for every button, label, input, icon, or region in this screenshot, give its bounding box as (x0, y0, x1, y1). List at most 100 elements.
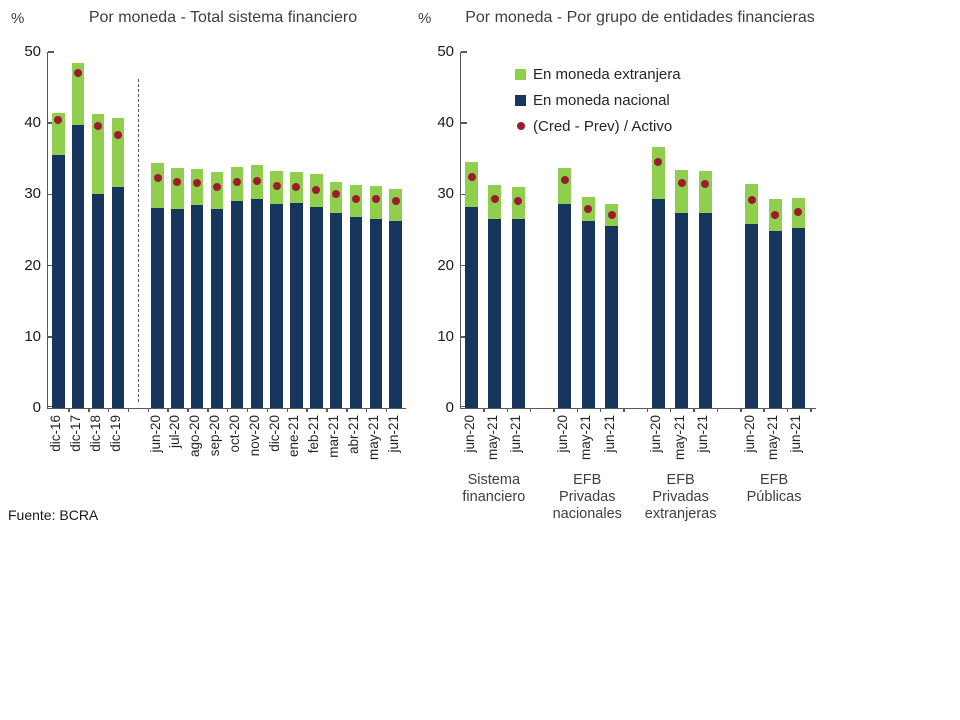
x-tick-label: may-21 (671, 415, 687, 461)
x-tick-label: may-21 (484, 415, 500, 461)
y-axis-tick (48, 264, 54, 267)
cred-prev-activo-dot (332, 190, 341, 199)
x-axis-tick (623, 408, 625, 412)
x-tick-label: jun-20 (554, 415, 570, 453)
y-tick-label: 40 (24, 114, 41, 132)
bar-segment-national (349, 217, 363, 408)
x-axis-tick (669, 408, 672, 412)
x-axis-tick (646, 408, 649, 412)
left-plot-area: dic-16 dic-17 dic-18 dic-19 jun-20 jul-20 ago-… (47, 51, 406, 460)
cred-prev-activo-dot (193, 179, 202, 188)
legend-item-cred-prev-activo: (Cred - Prev) / Activo (515, 113, 681, 139)
x-tick-label: dic-18 (87, 415, 103, 452)
bar-segment-foreign (558, 168, 572, 205)
y-axis-tick (461, 51, 467, 53)
right-plot-area: jun-20 may-21 jun-21 jun-20 may-21 jun-21 jun-… (460, 51, 816, 460)
x-tick-label: jun-21 (788, 415, 804, 453)
left-chart-title: Por moneda - Total sistema financiero (88, 9, 358, 26)
y-axis-tick (461, 336, 467, 338)
bar-segment-foreign (675, 170, 689, 213)
cred-prev-activo-dot (213, 182, 222, 191)
cred-prev-activo-dot (113, 130, 122, 139)
cred-prev-activo-dot (747, 196, 756, 205)
x-axis-tick (306, 408, 308, 412)
x-axis-tick (167, 408, 169, 412)
x-axis-tick (226, 408, 229, 412)
legend: En moneda extranjera En moneda nacional … (515, 61, 681, 139)
x-tick-label: ago-20 (187, 415, 203, 458)
cred-prev-activo-dot (173, 178, 182, 187)
y-tick-label: 10 (24, 327, 41, 345)
chart-total-sistema-financiero: % Por moneda - Total sistema financiero … (0, 0, 420, 545)
source-note: Fuente: BCRA (8, 507, 99, 523)
bar-segment-national (230, 200, 244, 408)
x-axis-tick (553, 408, 555, 412)
y-tick-label: 40 (437, 114, 454, 132)
y-tick-label: 20 (437, 256, 454, 274)
y-tick-label: 0 (445, 399, 454, 416)
bar-segment-national (511, 219, 525, 408)
period-separator-line (137, 79, 139, 402)
x-axis-tick (326, 408, 328, 412)
x-tick-label: dic-20 (266, 415, 282, 452)
cred-prev-activo-dot (701, 179, 709, 188)
bar-segment-national (52, 155, 65, 408)
group-label: Sistema financiero (462, 472, 526, 506)
x-axis-tick (207, 408, 209, 412)
x-axis-tick (147, 408, 150, 412)
x-axis-tick (68, 408, 70, 412)
bar-segment-national (290, 202, 303, 408)
bar-segment-national (310, 206, 323, 408)
green-square-swatch-icon (515, 68, 526, 80)
y-axis-tick (48, 336, 54, 338)
x-tick-label: jun-20 (461, 415, 477, 453)
cred-prev-activo-dot (312, 186, 321, 195)
x-axis-tick (810, 408, 812, 412)
y-tick-label: 30 (24, 185, 41, 203)
chart-por-grupo-entidades: % Por moneda - Por grupo de entidades fi… (415, 0, 855, 545)
cred-prev-activo-dot (292, 182, 301, 191)
x-axis-tick (506, 408, 509, 412)
y-tick-label: 10 (437, 327, 454, 345)
cred-prev-activo-dot (54, 115, 63, 124)
cred-prev-activo-dot (514, 196, 523, 205)
cred-prev-activo-dot (490, 194, 499, 203)
x-tick-label: dic-16 (48, 415, 64, 452)
x-tick-label: jun-21 (695, 415, 710, 453)
y-axis-tick (48, 193, 54, 196)
red-dot-swatch-icon (517, 122, 525, 130)
group-label: EFB Privadas extranjeras (644, 472, 717, 523)
x-axis-tick (529, 408, 532, 412)
bar-segment-national (270, 203, 283, 408)
bar-segment-foreign (745, 183, 759, 225)
bar-segment-national (389, 220, 402, 408)
bar-segment-foreign (91, 113, 105, 194)
x-tick-label: jun-20 (648, 415, 664, 453)
x-axis-tick (107, 408, 110, 412)
bar-segment-national (171, 208, 184, 408)
cred-prev-activo-dot (93, 122, 102, 131)
y-axis-tick (461, 405, 467, 408)
group-label: EFB Privadas nacionales (552, 472, 622, 523)
cred-prev-activo-dot (794, 208, 803, 217)
x-tick-label: may-21 (365, 415, 381, 461)
bar-segment-foreign (151, 163, 164, 208)
x-axis-tick (716, 408, 719, 412)
navy-square-swatch-icon (515, 94, 526, 106)
x-axis-tick (246, 408, 249, 412)
x-axis-tick (599, 408, 602, 412)
cred-prev-activo-dot (371, 195, 380, 204)
y-tick-label: 0 (32, 399, 41, 416)
legend-label: En moneda extranjera (533, 65, 681, 83)
y-axis-tick (48, 51, 54, 53)
bar-segment-national (190, 205, 204, 408)
cred-prev-activo-dot (391, 196, 400, 205)
x-tick-label: jun-21 (508, 415, 524, 453)
legend-label: En moneda nacional (533, 91, 670, 109)
y-axis-tick (461, 193, 467, 196)
x-tick-label: ene-21 (286, 415, 302, 458)
x-tick-label: sep-20 (207, 415, 223, 457)
cred-prev-activo-dot (607, 211, 616, 220)
bar-segment-national (210, 208, 224, 408)
